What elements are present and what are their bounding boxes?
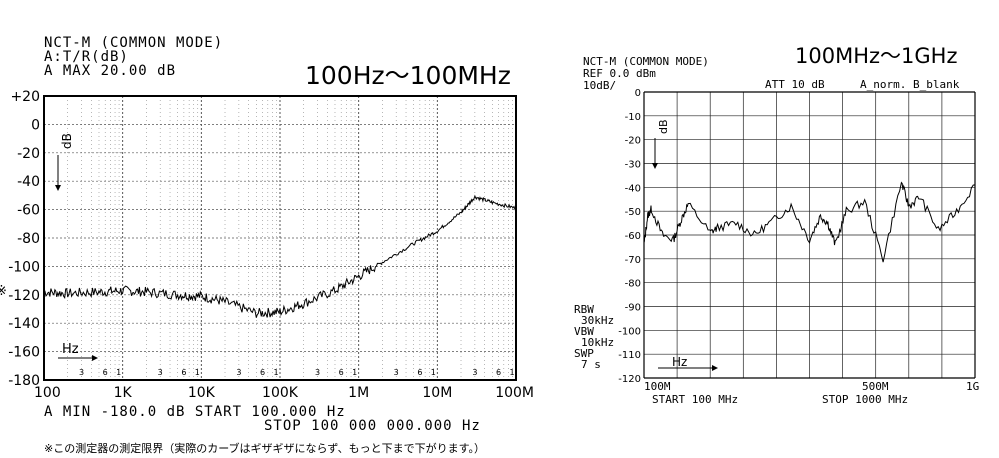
right-y-tick-label: -90 (625, 303, 641, 314)
right-series-line (643, 181, 976, 263)
left-minor-label: 1 (273, 368, 278, 377)
right-header-line2: REF 0.0 dBm (583, 67, 656, 80)
left-header-line1: NCT-M (COMMON MODE) (44, 35, 224, 51)
left-x-tick-label: 10M (422, 385, 452, 401)
right-y-tick-label: -20 (625, 136, 641, 147)
left-y-tick-label: -40 (17, 174, 40, 190)
right-x-label-mid: 500M (862, 380, 889, 393)
left-x-tick-label: 100M (495, 385, 534, 401)
left-note: ※この測定器の測定限界（実際のカーブはギザギザにならず、もっと下まで下がります。… (44, 442, 485, 455)
left-minor-label: 1 (431, 368, 436, 377)
left-minor-label: 1 (509, 368, 514, 377)
right-y-ticks: 0 -10 -20 -30 -40 -50 -60 -70 -80 -90 -100 -110 -120 (618, 88, 641, 385)
left-x-tick-label: 1K (114, 385, 133, 401)
left-y-tick-label: -20 (17, 146, 40, 162)
right-x-label-start: 100M (644, 380, 671, 393)
swp-value: 7 s (581, 358, 601, 371)
left-minor-label: 3 (315, 368, 320, 377)
left-minor-label: 3 (158, 368, 163, 377)
left-x-tick-label: 10K (188, 385, 216, 401)
left-minor-label: 6 (103, 368, 108, 377)
right-header-line3: 10dB/ (583, 79, 617, 92)
left-minor-label: 3 (394, 368, 399, 377)
right-y-tick-label: -120 (618, 374, 641, 385)
right-x-label-end: 1G (966, 380, 980, 393)
right-y-tick-label: -30 (625, 160, 641, 171)
left-header-line2: A:T/R(dB) (44, 49, 129, 65)
left-series-line (43, 194, 517, 318)
rbw-label: RBW (574, 303, 594, 316)
left-y-tick-label: -60 (17, 203, 40, 219)
left-minor-label: 3 (472, 368, 477, 377)
right-y-tick-label: -50 (625, 207, 641, 218)
left-minor-label: 1 (195, 368, 200, 377)
left-minor-label: 3 (79, 368, 84, 377)
swp-label: SWP (574, 347, 594, 360)
right-grid (644, 92, 975, 378)
left-y-tick-label: -180 (8, 373, 40, 389)
left-minor-label: 1 (352, 368, 357, 377)
left-range-title: 100Hz～100MHz (305, 61, 511, 90)
left-y-marker: ※ (0, 284, 7, 299)
left-minor-label: 3 (236, 368, 241, 377)
right-y-tick-label: -10 (625, 112, 641, 123)
left-minor-label: 6 (181, 368, 186, 377)
right-y-unit: dB (657, 119, 670, 134)
left-x-tick-label: 1M (348, 385, 369, 401)
left-y-tick-label: -120 (8, 288, 40, 304)
left-x-ticks: 100 1K 10K 100K 1M 10M 100M (34, 385, 534, 401)
right-footer-stop: STOP 1000 MHz (822, 393, 909, 406)
right-range-title: 100MHz～1GHz (795, 44, 958, 68)
left-y-tick-label: 0 (31, 117, 40, 133)
right-x-unit: Hz (672, 355, 688, 369)
rbw-value: 30kHz (581, 314, 615, 327)
left-footer-line2: STOP 100 000 000.000 Hz (264, 418, 481, 434)
right-y-tick-label: -100 (618, 326, 641, 337)
left-footer-line1: A MIN -180.0 dB START 100.000 Hz (44, 404, 346, 420)
right-y-tick-label: 0 (635, 88, 641, 99)
right-side-settings: RBW 30kHz VBW 10kHz SWP 7 s (574, 304, 614, 370)
right-footer-start: START 100 MHz (652, 393, 739, 406)
left-plot-frame (43, 95, 517, 381)
right-y-tick-label: -110 (618, 350, 641, 361)
left-y-tick-label: -80 (17, 231, 40, 247)
left-minor-label: 1 (116, 368, 121, 377)
right-y-tick-label: -70 (625, 255, 641, 266)
vbw-label: VBW (574, 325, 594, 338)
vbw-value: 10kHz (581, 336, 615, 349)
right-y-tick-label: -80 (625, 279, 641, 290)
left-minor-label: 6 (260, 368, 265, 377)
left-header-line3: A MAX 20.00 dB (44, 63, 177, 79)
left-minor-label: 6 (417, 368, 422, 377)
left-y-tick-label: +20 (10, 89, 40, 105)
left-y-tick-label: -140 (8, 316, 40, 332)
left-minor-label: 6 (339, 368, 344, 377)
right-y-tick-label: -40 (625, 183, 641, 194)
left-x-tick-label: 100K (262, 385, 299, 401)
left-y-tick-label: -160 (8, 345, 40, 361)
left-minor-label: 6 (496, 368, 501, 377)
left-grid (44, 96, 516, 380)
left-x-unit: Hz (62, 342, 79, 357)
left-y-ticks: +20 0 -20 -40 -60 -80 -100 -120 -140 -160 -180 (8, 89, 40, 389)
left-y-tick-label: -100 (8, 259, 40, 275)
right-att: ATT 10 dB (765, 78, 825, 91)
right-header-line1: NCT-M (COMMON MODE) (583, 55, 709, 68)
right-y-tick-label: -60 (625, 231, 641, 242)
left-x-tick-label: 100 (34, 385, 61, 401)
right-trace-mode: A_norm. B_blank (860, 78, 960, 91)
